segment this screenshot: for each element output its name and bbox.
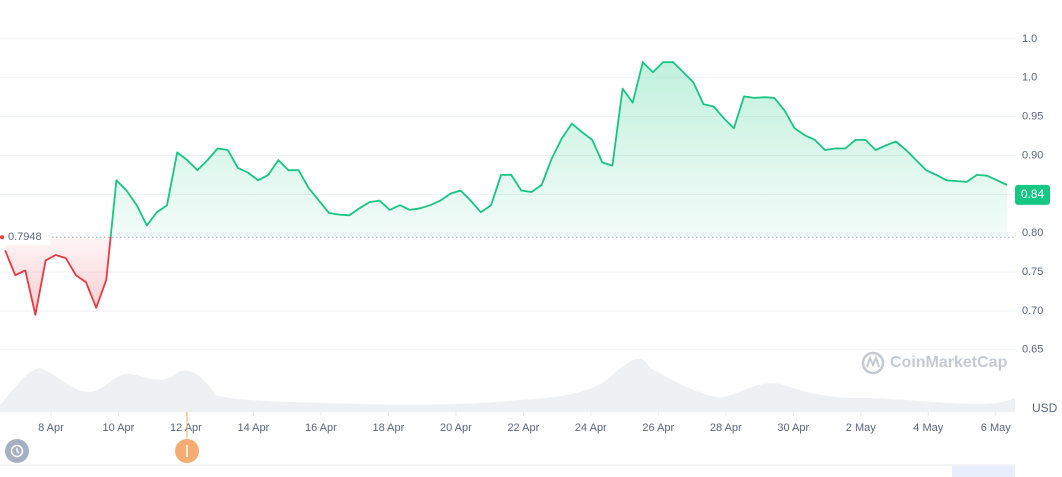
y-tick-label: 0.75: [1022, 266, 1043, 278]
watermark-logo: [861, 351, 885, 375]
x-tick-label: 16 Apr: [305, 422, 337, 434]
y-tick-label: 0.65: [1022, 344, 1043, 356]
x-tick-label: 10 Apr: [103, 422, 135, 434]
baseline-label-bg: [0, 229, 50, 246]
baseline-label: 0.7948: [8, 231, 42, 243]
x-tick-label: 26 Apr: [642, 422, 674, 434]
x-tick-label: 22 Apr: [507, 422, 539, 434]
x-tick-label: 8 Apr: [38, 422, 64, 434]
navigator-window[interactable]: [952, 466, 1015, 477]
x-tick-label: 18 Apr: [372, 422, 404, 434]
currency-label: USD: [1032, 401, 1058, 415]
x-tick-label: 4 May: [913, 422, 943, 434]
volume-area: [0, 358, 1015, 412]
x-tick-label: 28 Apr: [710, 422, 742, 434]
current-price-badge: [1015, 184, 1050, 205]
y-tick-label: 0.70: [1022, 305, 1043, 317]
y-tick-label: 0.80: [1022, 227, 1043, 239]
y-tick-label: 0.90: [1022, 149, 1043, 161]
event-marker[interactable]: [175, 412, 199, 463]
current-price-label: 0.84: [1021, 187, 1045, 201]
x-tick-label: 24 Apr: [575, 422, 607, 434]
x-tick-label: 6 May: [981, 422, 1011, 434]
price-line: [4, 61, 1008, 316]
x-tick-label: 2 May: [846, 422, 876, 434]
x-tick-label: 30 Apr: [777, 422, 809, 434]
x-tick-label: 20 Apr: [440, 422, 472, 434]
x-tick-label: 12 Apr: [170, 422, 202, 434]
x-tick-label: 14 Apr: [238, 422, 270, 434]
watermark: CoinMarketCap: [890, 354, 1008, 371]
history-button[interactable]: [5, 439, 29, 463]
y-tick-label: 1.0: [1022, 33, 1037, 45]
price-area: [5, 62, 1008, 315]
y-tick-label: 1.0: [1022, 72, 1037, 84]
y-tick-label: 0.95: [1022, 111, 1043, 123]
baseline-dot: [0, 235, 4, 240]
